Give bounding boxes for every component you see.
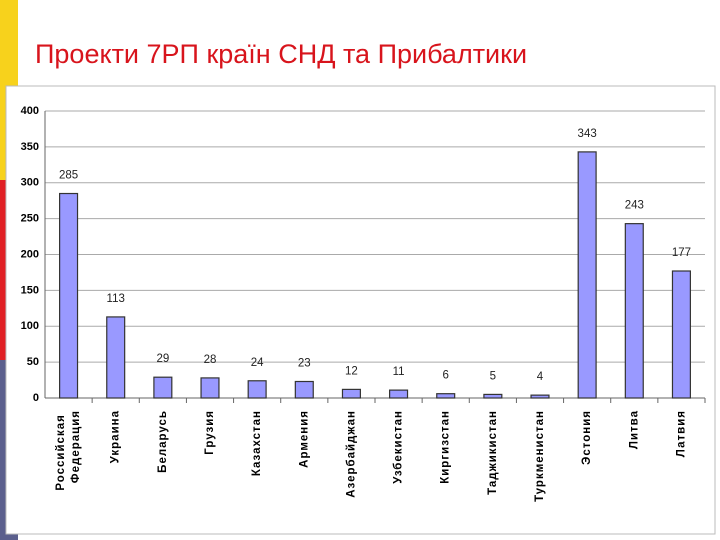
bar [436,393,456,399]
x-tick-label: Узбекистан [393,410,405,484]
value-label: 11 [393,366,405,378]
x-tick-label: Грузия [204,410,216,455]
value-label: 5 [490,370,496,382]
bar [624,223,644,399]
bar [247,380,267,399]
slide-title: Проекти 7РП країн СНД та Прибалтики [35,39,527,69]
value-label: 177 [672,247,691,259]
y-tick-label: 250 [21,213,39,225]
value-label: 29 [156,353,169,365]
x-tick-label: Латвия [675,410,687,457]
bar [577,151,597,399]
bar [483,393,503,399]
bar [389,389,409,399]
y-tick-label: 200 [21,248,39,260]
value-label: 4 [537,371,544,383]
x-tick-label: Украина [110,410,122,463]
x-tick-label: Киргизстан [440,410,452,484]
x-tick-label: Эстония [581,410,593,465]
y-tick-label: 300 [21,177,39,189]
bar [200,377,220,399]
y-tick-label: 50 [27,356,39,368]
bar [294,380,314,399]
value-label: 23 [298,358,311,370]
y-tick-label: 350 [21,141,39,153]
bar [530,394,550,399]
value-label: 6 [443,370,449,382]
value-label: 24 [251,357,264,369]
x-tick-label: Казахстан [251,410,263,476]
bar [106,316,126,399]
value-label: 113 [107,293,125,305]
value-label: 28 [204,354,217,366]
x-tick-label: Туркменистан [534,410,546,502]
x-tick-label: Российская Федерация [55,410,82,491]
x-tick-label: Таджикистан [487,410,499,495]
value-label: 343 [578,128,597,140]
x-tick-label: Беларусь [157,410,169,473]
bar [153,376,173,399]
bar [341,388,361,399]
y-tick-label: 400 [21,105,39,117]
value-label: 243 [625,200,644,212]
chart-frame [5,85,716,535]
x-tick-label: Азербайджан [345,410,357,498]
x-tick-label: Армения [298,410,310,468]
y-tick-label: 0 [33,392,39,404]
value-label: 12 [345,365,358,377]
x-tick-label: Литва [628,410,640,449]
y-tick-label: 150 [21,284,39,296]
bar [671,270,691,399]
y-tick-label: 100 [21,320,39,332]
bar [59,192,79,399]
value-label: 285 [59,170,78,182]
